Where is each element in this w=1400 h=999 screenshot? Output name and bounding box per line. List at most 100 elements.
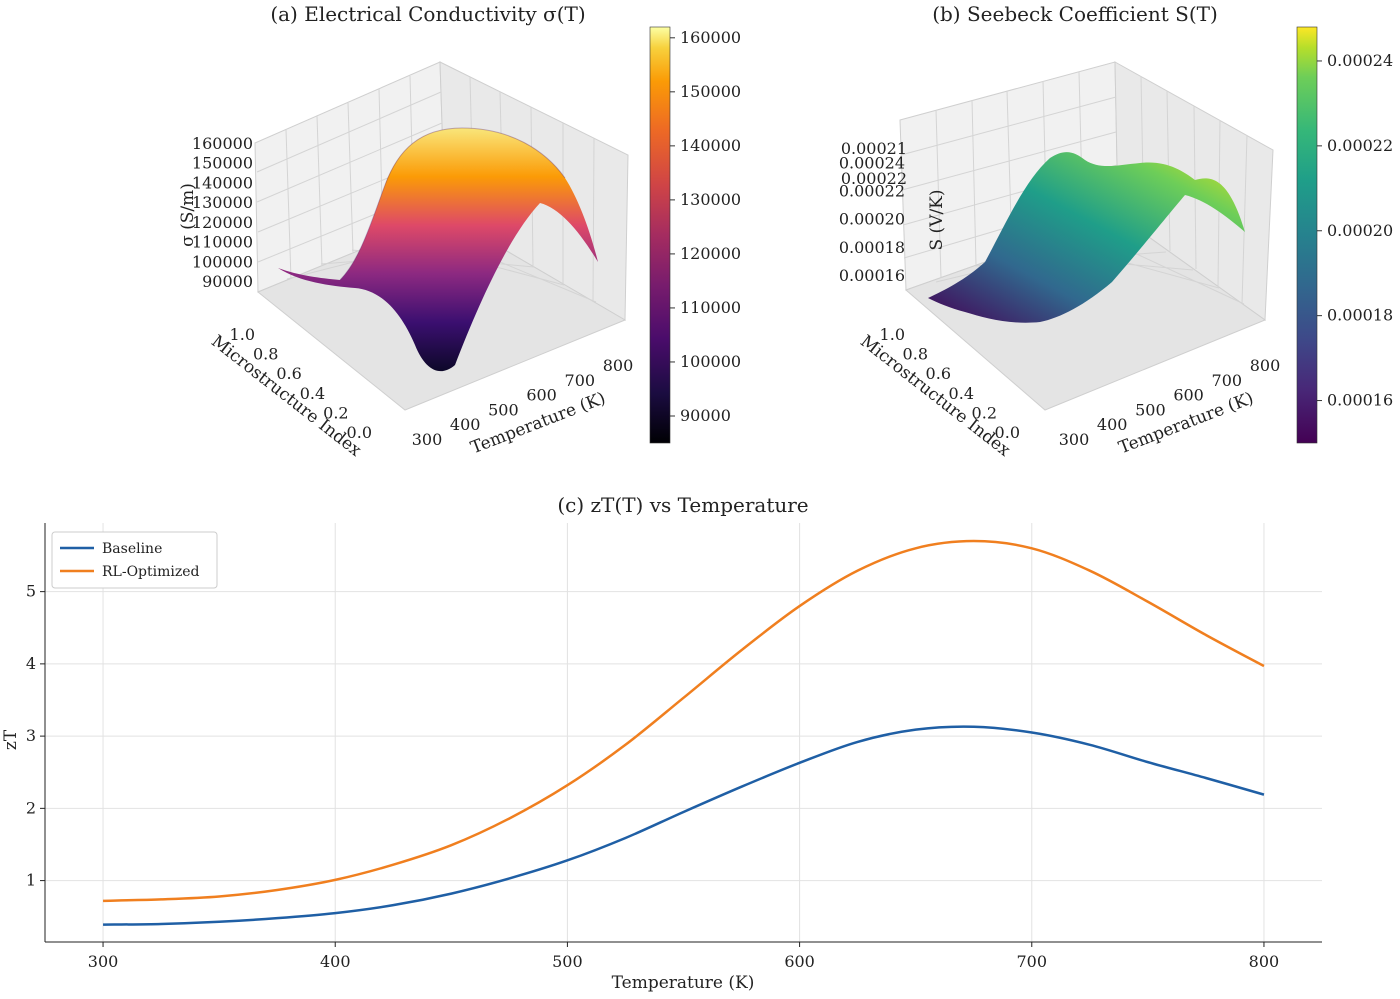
series-line-rl-optimized bbox=[103, 539, 1265, 903]
panel-a-colorbar-ticks: 90000 100000 110000 120000 130000 140000 15000… bbox=[670, 28, 741, 425]
panel-a-z-tick: 120000 bbox=[192, 213, 253, 232]
panel-a-x-tick: 700 bbox=[565, 371, 596, 390]
panel-a-z-label: σ (S/m) bbox=[178, 183, 198, 247]
panel-b-colorbar-tick-label: 0.00018 bbox=[1327, 306, 1393, 325]
panel-b-z-tick-overlap: 0.00021 bbox=[841, 139, 907, 158]
panel-b-y-tick: 0.2 bbox=[972, 403, 997, 422]
panel-b-z-tick: 0.00018 bbox=[839, 238, 905, 257]
panel-a-colorbar-tick-label: 160000 bbox=[680, 28, 741, 47]
panel-b-x-tick: 800 bbox=[1250, 356, 1281, 375]
panel-b-colorbar-tick-label: 0.00020 bbox=[1327, 221, 1393, 240]
panel-b-y-tick: 0.6 bbox=[926, 364, 951, 383]
panel-a-colorbar-tick-label: 110000 bbox=[680, 298, 741, 317]
panel-a-y-ticks: 0.00.20.40.60.81.0 bbox=[230, 325, 372, 442]
panel-a-y-tick: 0.6 bbox=[276, 364, 301, 383]
legend-label-baseline: Baseline bbox=[102, 541, 162, 557]
panel-b-colorbar-tick-label: 0.00016 bbox=[1327, 391, 1393, 410]
panel-c-x-tick-label: 700 bbox=[1016, 952, 1047, 971]
panel-a-y-tick: 0.8 bbox=[253, 345, 278, 364]
panel-c-legend-box bbox=[51, 531, 218, 589]
panel-c-legend: Baseline RL-Optimized bbox=[51, 531, 218, 589]
panel-a-surface-ridge bbox=[339, 127, 566, 281]
panel-a-y-tick: 1.0 bbox=[230, 325, 255, 344]
panel-a-y-tick: 0.2 bbox=[323, 403, 348, 422]
panel-a-z-tick: 160000 bbox=[192, 134, 253, 153]
panel-b-z-tick: 0.00022 bbox=[839, 181, 905, 200]
panel-b-x-tick: 600 bbox=[1173, 386, 1204, 405]
legend-label-rl-optimized: RL-Optimized bbox=[102, 564, 200, 580]
panel-a-colorbar-tick-label: 130000 bbox=[680, 190, 741, 209]
panel-c-x-tick-label: 800 bbox=[1249, 952, 1280, 971]
panel-a-colorbar-tick-label: 120000 bbox=[680, 244, 741, 263]
panel-a-x-tick: 600 bbox=[526, 386, 557, 405]
panel-a-colorbar-tick-label: 150000 bbox=[680, 82, 741, 101]
panel-b-colorbar-tick-label: 0.00024 bbox=[1327, 51, 1393, 70]
panel-a-x-ticks: 300 400 500 600 700 800 bbox=[412, 356, 634, 449]
panel-a-colorbar-tick-label: 100000 bbox=[680, 352, 741, 371]
panel-c-series bbox=[103, 539, 1265, 926]
panel-a-z-tick: 130000 bbox=[192, 193, 253, 212]
panel-c-title: (c) zT(T) vs Temperature bbox=[557, 493, 808, 517]
panel-c: (c) zT(T) vs Temperature 300 400 500 600 700… bbox=[1, 493, 1322, 993]
panel-b-x-tick: 300 bbox=[1059, 430, 1090, 449]
panel-b-z-ticks: 0.000160.000180.000200.000220.000240.000… bbox=[839, 139, 907, 285]
panel-a-x-tick: 300 bbox=[412, 430, 443, 449]
panel-b-y-tick: 1.0 bbox=[880, 325, 905, 344]
panel-a-y-tick: 0.4 bbox=[300, 384, 325, 403]
panel-b-y-ticks: 0.00.20.40.60.81.0 bbox=[880, 325, 1020, 442]
panel-a: (a) Electrical Conductivity σ(T) 9000010… bbox=[178, 2, 741, 461]
panel-b-y-tick: 0.4 bbox=[949, 384, 974, 403]
panel-a-z-ticks: 9000010000011000012000013000014000015000… bbox=[192, 134, 253, 291]
panel-a-colorbar: 90000 100000 110000 120000 130000 140000 15000… bbox=[649, 26, 741, 444]
panel-a-surface bbox=[278, 128, 598, 372]
panel-c-y-ticks: 1 2 3 4 5 bbox=[26, 582, 45, 890]
panel-b-3d-box: 0.000160.000180.000200.000220.000240.000… bbox=[839, 61, 1281, 461]
panel-b-z-tick: 0.00024 bbox=[839, 153, 905, 172]
panel-c-x-tick-label: 400 bbox=[320, 952, 351, 971]
panel-a-y-tick: 0.0 bbox=[347, 423, 372, 442]
series-line-baseline bbox=[103, 725, 1265, 926]
panel-a-z-tick: 90000 bbox=[202, 272, 253, 291]
panel-b-y-tick: 0.0 bbox=[995, 423, 1020, 442]
panel-c-x-tick-label: 600 bbox=[784, 952, 815, 971]
panel-c-x-label: Temperature (K) bbox=[612, 973, 755, 993]
panel-a-z-tick: 100000 bbox=[192, 252, 253, 271]
panel-b-x-tick: 500 bbox=[1135, 400, 1166, 419]
panel-a-z-tick: 150000 bbox=[192, 154, 253, 173]
panel-b-colorbar-ticks: 0.00016 0.00018 0.00020 0.00022 0.00024 bbox=[1317, 51, 1393, 410]
panel-a-x-tick: 400 bbox=[450, 415, 481, 434]
panel-c-x-tick-label: 300 bbox=[88, 952, 119, 971]
panel-a-3d-box: 9000010000011000012000013000014000015000… bbox=[178, 61, 634, 461]
panel-c-axes bbox=[44, 523, 1322, 943]
panel-b: (b) Seebeck Coefficient S(T) 0.000160.00… bbox=[839, 2, 1393, 461]
panel-a-x-tick: 500 bbox=[488, 400, 519, 419]
panel-b-colorbar: 0.00016 0.00018 0.00020 0.00022 0.00024 bbox=[1296, 26, 1393, 444]
panel-a-colorbar-tick-label: 140000 bbox=[680, 136, 741, 155]
panel-c-grid bbox=[45, 523, 1322, 942]
panel-b-z-tick-overlap: 0.00022 bbox=[841, 169, 907, 188]
panel-c-y-tick-label: 2 bbox=[26, 798, 36, 817]
panel-a-colorbar-gradient bbox=[649, 26, 671, 444]
panel-b-title: (b) Seebeck Coefficient S(T) bbox=[932, 2, 1218, 26]
panel-b-y-tick: 0.8 bbox=[903, 345, 928, 364]
panel-b-x-tick: 400 bbox=[1097, 415, 1128, 434]
panel-a-x-tick: 800 bbox=[603, 356, 634, 375]
panel-b-z-tick: 0.00016 bbox=[839, 266, 905, 285]
panel-b-x-tick: 700 bbox=[1212, 371, 1243, 390]
panel-b-colorbar-tick-label: 0.00022 bbox=[1327, 136, 1393, 155]
panel-c-x-ticks: 300 400 500 600 700 800 bbox=[88, 942, 1279, 971]
panel-b-z-label: S (V/K) bbox=[927, 189, 947, 250]
panel-c-y-label: zT bbox=[1, 729, 21, 750]
panel-c-y-tick-label: 1 bbox=[26, 871, 36, 890]
panel-c-y-tick-label: 3 bbox=[26, 726, 36, 745]
panel-b-surface bbox=[928, 152, 1245, 323]
panel-a-z-tick: 110000 bbox=[192, 233, 253, 252]
panel-a-title: (a) Electrical Conductivity σ(T) bbox=[270, 2, 585, 26]
panel-c-x-tick-label: 500 bbox=[552, 952, 583, 971]
panel-a-z-tick: 140000 bbox=[192, 173, 253, 192]
panel-c-y-tick-label: 5 bbox=[26, 582, 36, 601]
panel-b-x-ticks: 300 400 500 600 700 800 bbox=[1059, 356, 1281, 449]
panel-b-z-tick: 0.00020 bbox=[839, 210, 905, 229]
panel-c-y-tick-label: 4 bbox=[26, 654, 36, 673]
